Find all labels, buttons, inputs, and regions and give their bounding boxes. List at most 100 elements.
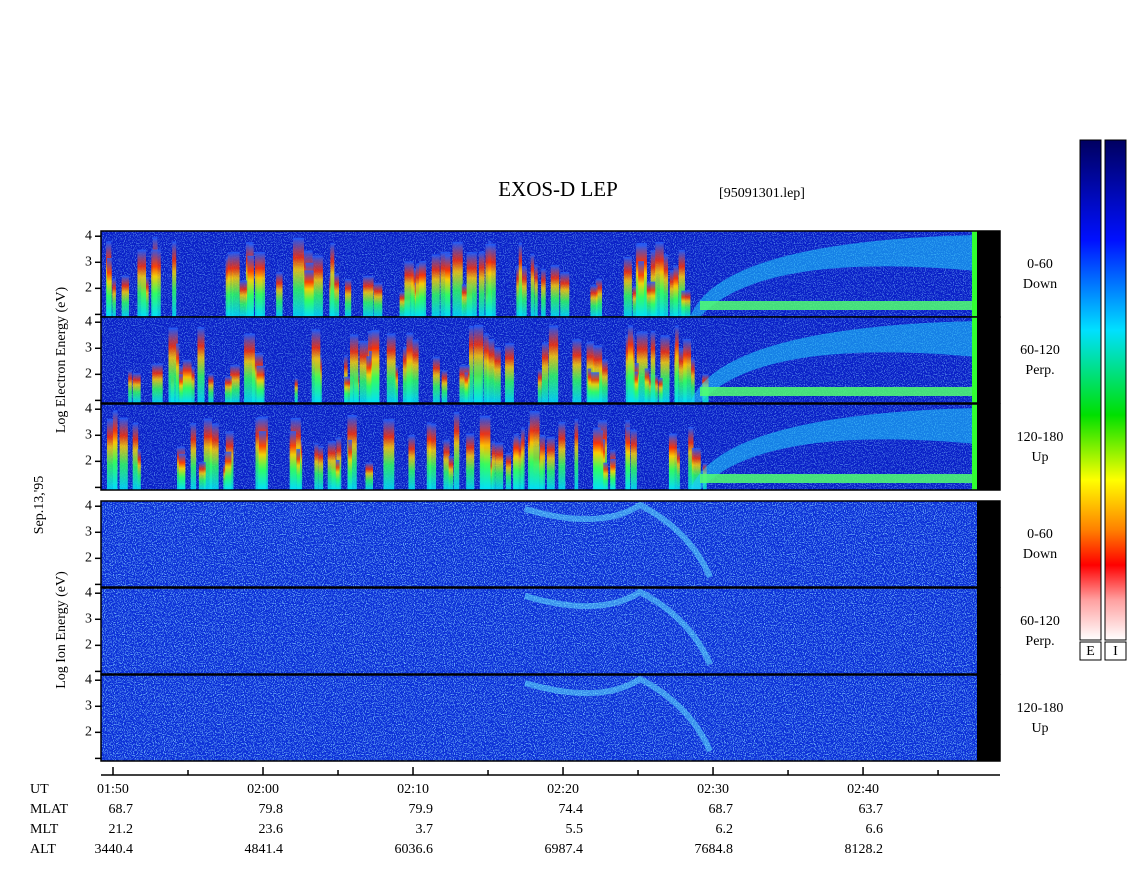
spectrum-burst: [311, 329, 321, 403]
ion-axis-label: Log Ion Energy (eV): [54, 571, 69, 689]
spectrum-burst: [208, 373, 214, 403]
spectrum-burst: [344, 376, 353, 403]
pitch-angle: 60-120: [1020, 343, 1060, 358]
ephemeris-value: 79.8: [259, 802, 284, 817]
y-tick-label: 3: [85, 611, 92, 626]
direction: Down: [1023, 277, 1057, 292]
spectrum-burst: [152, 363, 163, 403]
spectrum-burst: [560, 272, 570, 317]
spectrum-burst: [518, 242, 523, 317]
spectrum-burst: [630, 429, 637, 490]
ephemeris-value: 74.4: [559, 802, 584, 817]
spectrum-burst: [412, 339, 419, 403]
direction: Perp.: [1025, 634, 1054, 649]
spectrum-burst: [529, 411, 540, 490]
spectrum-burst: [445, 254, 451, 317]
spectrum-burst: [318, 446, 324, 490]
y-tick-label: 2: [85, 454, 92, 469]
spectrum-burst: [659, 254, 669, 317]
y-tick-label: 4: [85, 585, 92, 600]
colorbar-label: E: [1086, 644, 1095, 659]
panel-frame: [100, 403, 1001, 491]
spectrum-burst: [232, 251, 240, 317]
spectrum-burst: [224, 451, 232, 490]
spectrum-burst: [453, 411, 460, 490]
y-tick-label: 2: [85, 367, 92, 382]
ion-streak: [524, 588, 713, 666]
spectrum-burst: [106, 419, 117, 490]
ephemeris-value: 6.6: [866, 822, 884, 837]
spectrum-burst: [541, 268, 546, 317]
spectrum-burst: [383, 419, 395, 490]
spectrum-burst: [366, 356, 371, 403]
spectrum-burst: [626, 427, 631, 490]
spectrum-burst: [182, 359, 192, 403]
x-tick-label: 02:30: [697, 782, 729, 797]
spectrum-burst: [203, 418, 213, 490]
spectrum-burst: [483, 333, 489, 403]
spectrum-burst: [432, 356, 440, 403]
edge-line: [972, 404, 977, 490]
y-tick-label: 4: [85, 401, 92, 416]
spectrum-burst: [230, 364, 240, 403]
y-tick-label: 4: [85, 672, 92, 687]
spectrum-burst: [495, 442, 504, 490]
spectrum-burst: [227, 252, 233, 317]
spectrum-burst: [599, 359, 608, 403]
file-name: [95091301.lep]: [719, 186, 805, 201]
spectrum-burst: [371, 330, 380, 403]
spectrum-burst: [574, 418, 579, 490]
y-tick-label: 4: [85, 314, 92, 329]
spectrum-burst: [198, 462, 206, 490]
x-tick-label: 02:00: [247, 782, 279, 797]
spectrum-burst: [623, 257, 632, 317]
spectrum-burst: [106, 258, 112, 317]
spectrum-burst: [254, 251, 265, 317]
spectrum-arc: [690, 235, 977, 317]
spectrum-burst: [304, 270, 314, 317]
spectrum-burst: [363, 275, 374, 317]
ephemeris-value: 7684.8: [695, 842, 734, 857]
pitch-angle: 0-60: [1027, 527, 1053, 542]
spectrum-burst: [256, 365, 265, 403]
y-tick-label: 3: [85, 698, 92, 713]
spectrum-burst: [610, 458, 616, 490]
spectrum-burst: [681, 290, 691, 317]
spectrum-burst: [638, 261, 645, 317]
panel-blank: [977, 404, 1000, 490]
ion-streak: [524, 675, 713, 753]
spectrum-burst: [247, 255, 254, 317]
spectrum-burst: [296, 449, 301, 490]
spectrum-burst: [132, 422, 139, 490]
spectrum-burst: [258, 431, 267, 490]
ephemeris-value: 4841.4: [245, 842, 284, 857]
spectrum-burst: [513, 433, 519, 490]
ephemeris-value: 68.7: [709, 802, 734, 817]
y-tick-label: 3: [85, 340, 92, 355]
spectrum-arc: [690, 321, 977, 403]
pitch-angle: 60-120: [1020, 614, 1060, 629]
spectrum-burst: [327, 441, 336, 490]
spectrum-burst: [190, 423, 197, 490]
spectrum-burst: [505, 343, 514, 403]
spectrum-burst: [224, 376, 232, 403]
y-tick-label: 3: [85, 427, 92, 442]
spectrum-burst: [464, 372, 468, 403]
spectrum-burst: [534, 264, 538, 317]
spectrum-burst: [675, 325, 679, 403]
spectrum-burst: [348, 439, 352, 490]
title: EXOS-D LEP: [498, 177, 618, 201]
spectrum-burst: [636, 331, 648, 403]
electron-axis-label: Log Electron Energy (eV): [54, 287, 69, 434]
spectrum-burst: [530, 253, 535, 317]
panel-blank: [977, 501, 1000, 587]
spectrum-burst: [572, 339, 582, 403]
y-tick-label: 2: [85, 281, 92, 296]
spectrum-burst: [276, 271, 283, 317]
spectrum-burst: [452, 241, 463, 317]
spectrum-burst: [466, 433, 475, 490]
ephemeris-value: 21.2: [109, 822, 134, 837]
spectrum-burst: [646, 281, 657, 317]
spectrum-burst: [485, 244, 496, 317]
